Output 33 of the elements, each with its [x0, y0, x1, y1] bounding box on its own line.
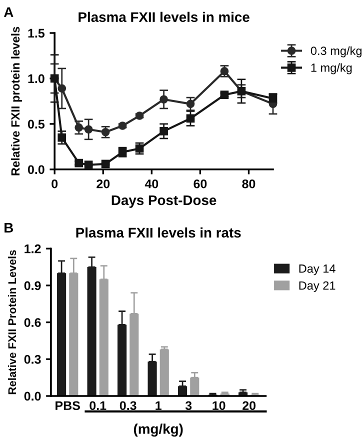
- y-axis-title: Relative FXII Protein Levels: [8, 250, 16, 394]
- x-axis-title: Days Post-Dose: [112, 195, 216, 208]
- y-tick-label: 0.9: [24, 281, 41, 290]
- x-tick-label: 0: [52, 179, 58, 188]
- x-tick-label: 10: [212, 401, 226, 410]
- y-tick-label: 1.2: [24, 244, 41, 254]
- x-tick-label: 0.1: [90, 401, 106, 410]
- x-tick-label: 80: [242, 179, 256, 188]
- y-axis-title: Relative FXII protein levels: [10, 26, 22, 176]
- y-tick-label: 0.6: [24, 318, 41, 327]
- x-tick-label: 3: [185, 401, 192, 410]
- y-tick-label: 1.0: [28, 74, 44, 84]
- x-tick-label: 0.3: [120, 401, 136, 410]
- chart-title: Plasma FXII levels in rats: [76, 227, 241, 238]
- legend-label: 0.3 mg/kg: [310, 46, 362, 58]
- text: A: [4, 7, 14, 17]
- x-tick-label: 20: [242, 401, 256, 410]
- legend-label: Day 14: [299, 264, 336, 276]
- x-tick-label: 1: [156, 401, 162, 410]
- y-tick-label: 0.0: [24, 392, 41, 401]
- x-tick-label: 20: [96, 179, 110, 188]
- y-tick-label: 0.3: [24, 354, 41, 364]
- x-tick-label: PBS: [56, 401, 80, 410]
- text: B: [4, 222, 14, 233]
- y-tick-label: 0.0: [28, 165, 44, 174]
- chart-title: Plasma FXII levels in mice: [78, 12, 250, 22]
- legend-label: Day 21: [299, 281, 336, 292]
- y-tick-label: 0.5: [28, 120, 45, 129]
- legend-label: 1 mg/kg: [311, 63, 352, 74]
- y-tick-label: 1.5: [28, 28, 45, 38]
- x-axis-title: (mg/kg): [134, 424, 183, 437]
- x-tick-label: 60: [194, 179, 207, 188]
- x-tick-label: 40: [144, 179, 158, 188]
